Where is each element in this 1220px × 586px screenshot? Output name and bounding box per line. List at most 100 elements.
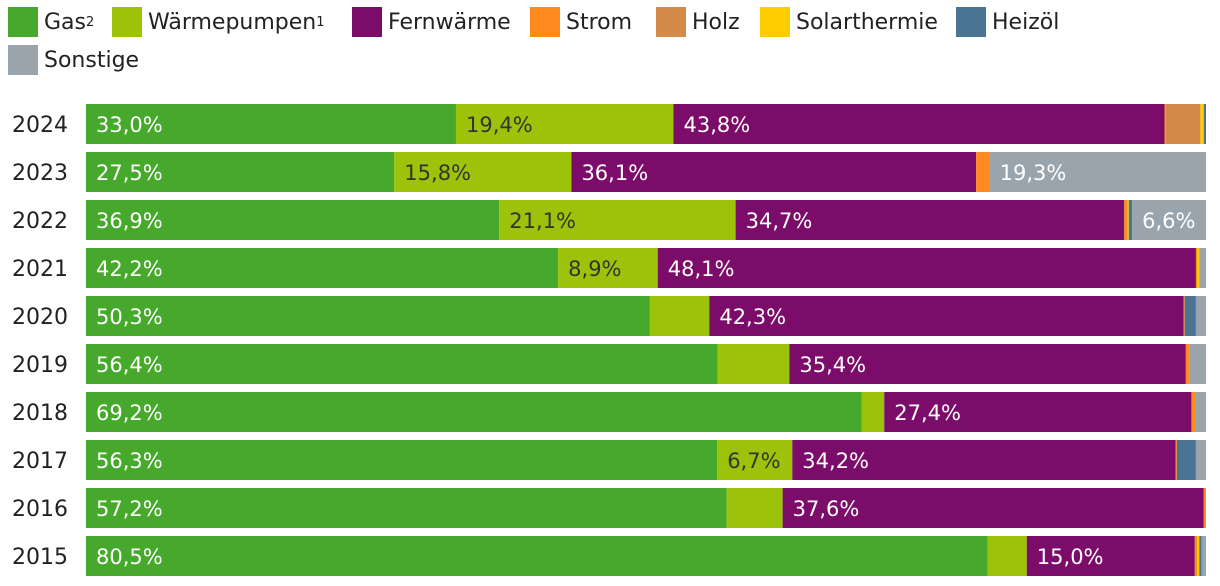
bar-segment-2015-7 bbox=[1201, 536, 1206, 576]
legend-label: Holz bbox=[692, 9, 740, 35]
data-label-2023-7: 19,3% bbox=[1000, 161, 1067, 185]
bar-segment-2022-0 bbox=[86, 200, 500, 240]
data-label-2017-0: 56,3% bbox=[96, 449, 163, 473]
data-label-2016-0: 57,2% bbox=[96, 497, 163, 521]
y-tick-label-2024: 2024 bbox=[12, 113, 68, 138]
legend-swatch bbox=[112, 7, 142, 37]
bar-segment-2021-1 bbox=[558, 248, 658, 288]
bar-segment-2024-3 bbox=[1164, 104, 1166, 144]
bar-segment-2024-0 bbox=[86, 104, 456, 144]
y-tick-label-2020: 2020 bbox=[12, 305, 68, 330]
bar-segment-2022-7 bbox=[1132, 200, 1206, 240]
data-label-2024-2: 43,8% bbox=[683, 113, 750, 137]
bar-segment-2019-1 bbox=[717, 344, 790, 384]
bar-segment-2024-4 bbox=[1165, 104, 1201, 144]
bar-segment-2016-0 bbox=[86, 488, 727, 528]
data-label-2018-0: 69,2% bbox=[96, 401, 163, 425]
bar-segment-2020-2 bbox=[709, 296, 1184, 336]
bar-segment-2023-7 bbox=[989, 152, 1206, 192]
bar-segment-2018-3 bbox=[1191, 392, 1196, 432]
y-tick-label-2016: 2016 bbox=[12, 497, 68, 522]
legend-swatch bbox=[8, 7, 38, 37]
legend-swatch bbox=[760, 7, 790, 37]
bar-segment-2024-5 bbox=[1200, 104, 1204, 144]
data-label-2015-2: 15,0% bbox=[1037, 545, 1104, 569]
y-tick-label-2017: 2017 bbox=[12, 449, 68, 474]
legend-label: Strom bbox=[566, 9, 633, 35]
legend-footnote: 1 bbox=[316, 14, 325, 30]
data-label-2021-1: 8,9% bbox=[568, 257, 621, 281]
data-label-2017-1: 6,7% bbox=[727, 449, 780, 473]
bar-segment-2015-6 bbox=[1199, 536, 1202, 576]
legend-label: Gas bbox=[44, 9, 86, 35]
bar-segment-2021-7 bbox=[1199, 248, 1206, 288]
y-tick-label-2018: 2018 bbox=[12, 401, 68, 426]
data-label-2023-2: 36,1% bbox=[581, 161, 648, 185]
data-label-2016-2: 37,6% bbox=[793, 497, 860, 521]
legend-item-heizoel[interactable]: Heizöl bbox=[956, 6, 1059, 38]
bar-segment-2019-0 bbox=[86, 344, 718, 384]
bar-segment-2021-0 bbox=[86, 248, 559, 288]
legend-item-holz[interactable]: Holz bbox=[656, 6, 740, 38]
bar-segment-2020-0 bbox=[86, 296, 650, 336]
data-label-2020-0: 50,3% bbox=[96, 305, 163, 329]
y-tick-label-2022: 2022 bbox=[12, 209, 68, 234]
data-label-2024-0: 33,0% bbox=[96, 113, 163, 137]
legend-item-fernwaerme[interactable]: Fernwärme bbox=[352, 6, 511, 38]
bar-segment-2020-3 bbox=[1183, 296, 1185, 336]
bar-segment-2023-2 bbox=[571, 152, 977, 192]
bar-segment-2019-2 bbox=[789, 344, 1186, 384]
data-label-2022-2: 34,7% bbox=[746, 209, 813, 233]
data-label-2022-0: 36,9% bbox=[96, 209, 163, 233]
bar-segment-2023-1 bbox=[394, 152, 572, 192]
bar-segment-2020-7 bbox=[1195, 296, 1206, 336]
data-label-2019-0: 56,4% bbox=[96, 353, 163, 377]
bar-segment-2022-1 bbox=[499, 200, 736, 240]
bar-segment-2021-2 bbox=[657, 248, 1196, 288]
bar-segment-2017-6 bbox=[1176, 440, 1196, 480]
legend-item-solarthermie[interactable]: Solarthermie bbox=[760, 6, 938, 38]
data-label-2023-1: 15,8% bbox=[404, 161, 471, 185]
bar-segment-2020-6 bbox=[1184, 296, 1196, 336]
data-label-2021-2: 48,1% bbox=[668, 257, 735, 281]
bar-segment-2016-1 bbox=[726, 488, 783, 528]
data-label-2018-2: 27,4% bbox=[894, 401, 961, 425]
legend-label: Wärmepumpen bbox=[148, 9, 317, 35]
legend-item-waermepumpen[interactable]: Wärmepumpen 1 bbox=[112, 6, 325, 38]
bar-segment-2019-7 bbox=[1189, 344, 1206, 384]
data-label-2023-0: 27,5% bbox=[96, 161, 163, 185]
legend-label: Solarthermie bbox=[796, 9, 938, 35]
bar-segment-2018-7 bbox=[1195, 392, 1206, 432]
bar-segment-2021-3 bbox=[1195, 248, 1198, 288]
bar-segment-2015-2 bbox=[1026, 536, 1195, 576]
y-tick-label-2023: 2023 bbox=[12, 161, 68, 186]
legend-swatch bbox=[8, 45, 38, 75]
bar-segment-2015-5 bbox=[1197, 536, 1200, 576]
bar-segment-2023-3 bbox=[976, 152, 990, 192]
data-label-2022-7: 6,6% bbox=[1142, 209, 1195, 233]
legend-label: Sonstige bbox=[44, 47, 140, 73]
data-label-2015-0: 80,5% bbox=[96, 545, 163, 569]
bar-segment-2015-3 bbox=[1194, 536, 1198, 576]
bar-segment-2018-0 bbox=[86, 392, 862, 432]
legend-swatch bbox=[530, 7, 560, 37]
bar-segment-2016-2 bbox=[782, 488, 1204, 528]
bar-segment-2017-2 bbox=[792, 440, 1176, 480]
legend-item-gas[interactable]: Gas 2 bbox=[8, 6, 94, 38]
legend-item-strom[interactable]: Strom bbox=[530, 6, 632, 38]
legend-label: Fernwärme bbox=[388, 9, 511, 35]
bar-segment-2018-2 bbox=[884, 392, 1192, 432]
bar-segment-2022-5 bbox=[1127, 200, 1129, 240]
bar-segment-2015-0 bbox=[86, 536, 988, 576]
y-tick-label-2021: 2021 bbox=[12, 257, 68, 282]
bar-segment-2021-5 bbox=[1197, 248, 1200, 288]
bar-segment-2022-2 bbox=[735, 200, 1125, 240]
legend-swatch bbox=[656, 7, 686, 37]
bar-segment-2017-0 bbox=[86, 440, 718, 480]
legend-label: Heizöl bbox=[992, 9, 1060, 35]
bar-segment-2024-1 bbox=[455, 104, 674, 144]
bar-segment-2024-2 bbox=[673, 104, 1165, 144]
legend-swatch bbox=[352, 7, 382, 37]
data-label-2019-2: 35,4% bbox=[799, 353, 866, 377]
legend-item-sonstige[interactable]: Sonstige bbox=[8, 44, 139, 76]
